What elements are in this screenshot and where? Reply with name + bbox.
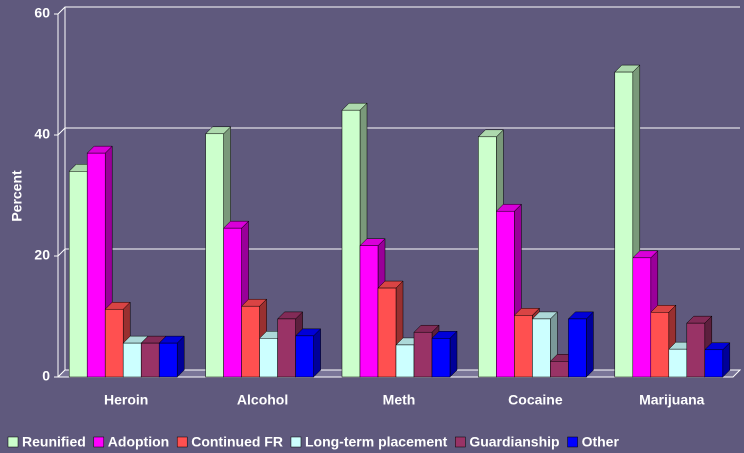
bar	[86, 152, 106, 378]
bar	[704, 349, 724, 378]
legend-label: Long-term placement	[305, 434, 448, 450]
bar	[377, 287, 397, 378]
legend-swatch	[176, 436, 188, 448]
bar	[68, 171, 88, 378]
legend-label: Guardianship	[469, 434, 559, 450]
bar	[496, 210, 515, 378]
bar	[514, 315, 533, 378]
bar	[668, 348, 688, 378]
bar	[413, 331, 433, 378]
bar	[241, 305, 260, 378]
bar	[158, 342, 178, 378]
y-tick-label: 60	[34, 5, 50, 21]
bar-3d	[567, 311, 595, 378]
y-tick-label: 20	[34, 247, 50, 263]
bar	[650, 312, 670, 378]
bar-3d	[704, 342, 731, 378]
bar-side	[313, 328, 321, 378]
x-tick-label: Cocaine	[508, 392, 563, 408]
legend-label: Adoption	[108, 434, 169, 450]
bar	[277, 318, 296, 378]
legend-swatch	[567, 436, 578, 448]
bar	[122, 342, 142, 378]
bar	[532, 318, 551, 378]
legend-label: Reunified	[22, 434, 86, 450]
bar-3d	[158, 335, 185, 378]
x-tick-label: Marijuana	[639, 392, 705, 408]
x-tick-label: Heroin	[104, 392, 148, 408]
bar-3d	[614, 64, 641, 378]
legend-label: Other	[582, 434, 620, 450]
legend-label: Continued FR	[191, 434, 283, 450]
bar	[223, 227, 242, 378]
bar	[431, 338, 451, 378]
legend-swatch	[7, 436, 19, 448]
bar	[478, 136, 497, 378]
bar	[295, 335, 314, 378]
legend-swatch	[93, 436, 105, 448]
bar	[359, 245, 379, 378]
bar	[341, 109, 361, 378]
bar-3d	[431, 330, 458, 378]
bar	[632, 257, 652, 378]
y-axis-label: Percent	[9, 170, 25, 222]
bar-3d	[294, 328, 322, 378]
bar	[395, 344, 415, 378]
bar-3d	[495, 203, 523, 378]
bar	[104, 308, 124, 378]
bar	[140, 342, 160, 378]
x-tick-label: Alcohol	[237, 392, 288, 408]
x-tick-label: Meth	[383, 392, 416, 408]
bar	[686, 322, 706, 378]
grid-line	[57, 127, 740, 136]
bar-side	[449, 330, 458, 378]
bar-side	[586, 311, 594, 378]
grid-line	[57, 6, 740, 15]
y-tick-label: 0	[42, 368, 50, 384]
bar	[550, 361, 569, 378]
bar	[205, 133, 224, 378]
bar	[568, 318, 587, 378]
legend-swatch	[455, 436, 466, 448]
y-tick-label: 40	[34, 126, 50, 142]
legend-swatch	[290, 436, 302, 448]
bar	[614, 71, 634, 378]
bar	[259, 338, 278, 378]
